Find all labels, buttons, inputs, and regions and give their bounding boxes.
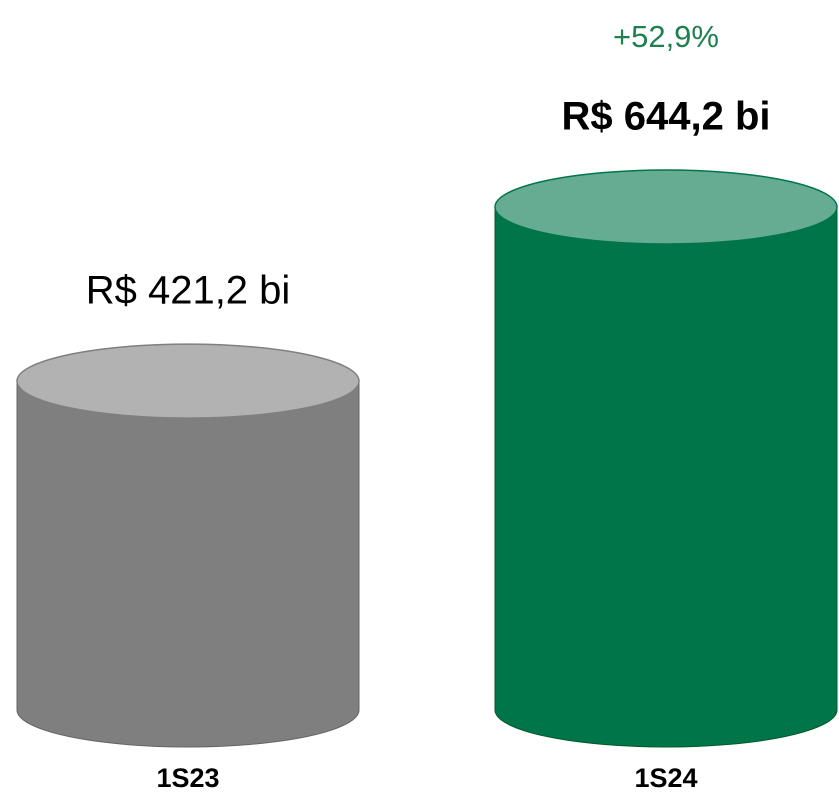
- x-tick-label: 1S23: [156, 763, 219, 793]
- cylinder-top: [494, 169, 838, 245]
- cylinder: [494, 169, 838, 748]
- cylinder: [16, 343, 360, 748]
- value-label: R$ 421,2 bi: [86, 269, 291, 313]
- cylinder-body: [16, 380, 360, 748]
- x-tick-label: 1S24: [634, 763, 697, 793]
- cylinder-top: [16, 343, 360, 419]
- cylinder-body: [494, 206, 838, 748]
- value-label: R$ 644,2 bi: [561, 95, 770, 139]
- annotation: +52,9%: [613, 19, 719, 54]
